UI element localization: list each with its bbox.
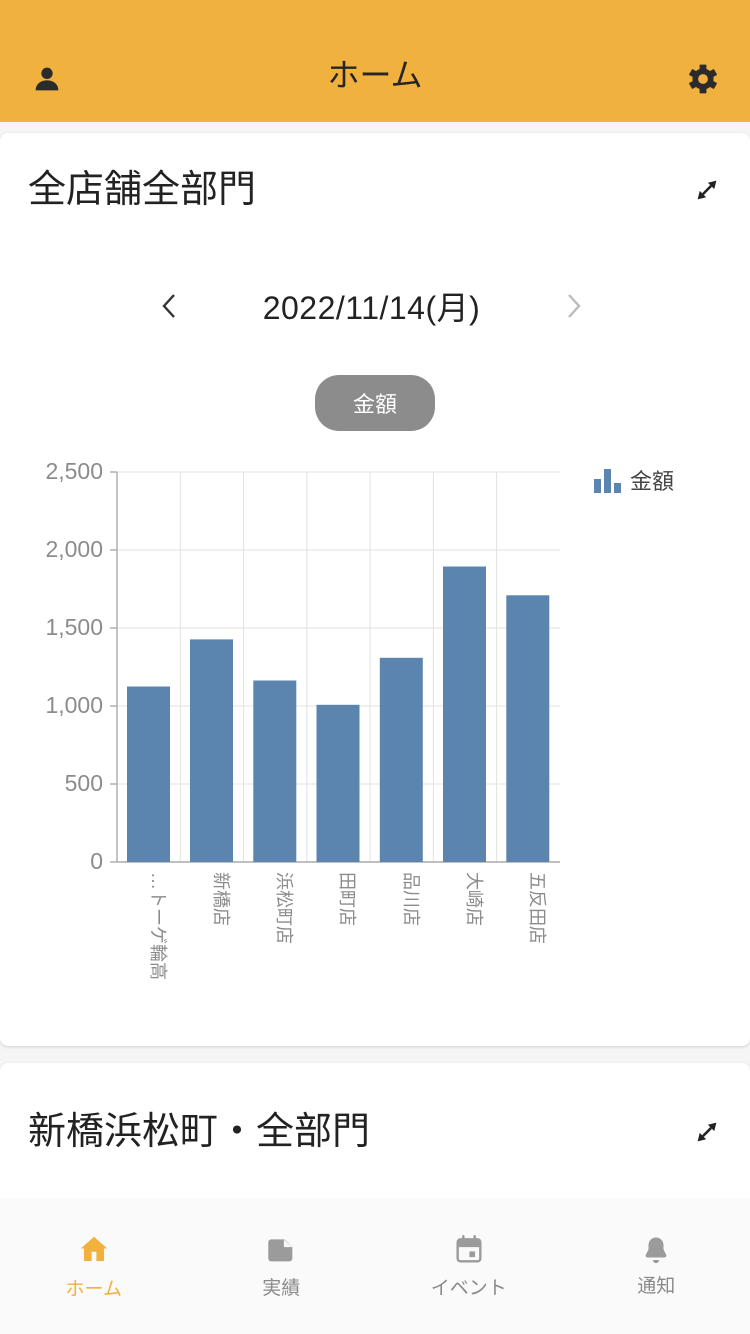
- svg-text:金額: 金額: [630, 469, 674, 494]
- svg-text:500: 500: [65, 770, 103, 796]
- svg-text:1,000: 1,000: [45, 692, 103, 718]
- svg-text:…トーゲ輪高: …トーゲ輪高: [148, 872, 168, 980]
- svg-text:品川店: 品川店: [401, 872, 421, 926]
- svg-text:2,500: 2,500: [45, 458, 103, 484]
- svg-text:大崎店: 大崎店: [464, 872, 484, 926]
- svg-text:2,000: 2,000: [45, 536, 103, 562]
- svg-text:新橋店: 新橋店: [211, 872, 231, 926]
- svg-text:田町店: 田町店: [337, 872, 357, 926]
- svg-text:0: 0: [90, 848, 103, 874]
- svg-text:五反田店: 五反田店: [527, 872, 547, 944]
- svg-text:浜松町店: 浜松町店: [274, 872, 294, 944]
- svg-text:1,500: 1,500: [45, 614, 103, 640]
